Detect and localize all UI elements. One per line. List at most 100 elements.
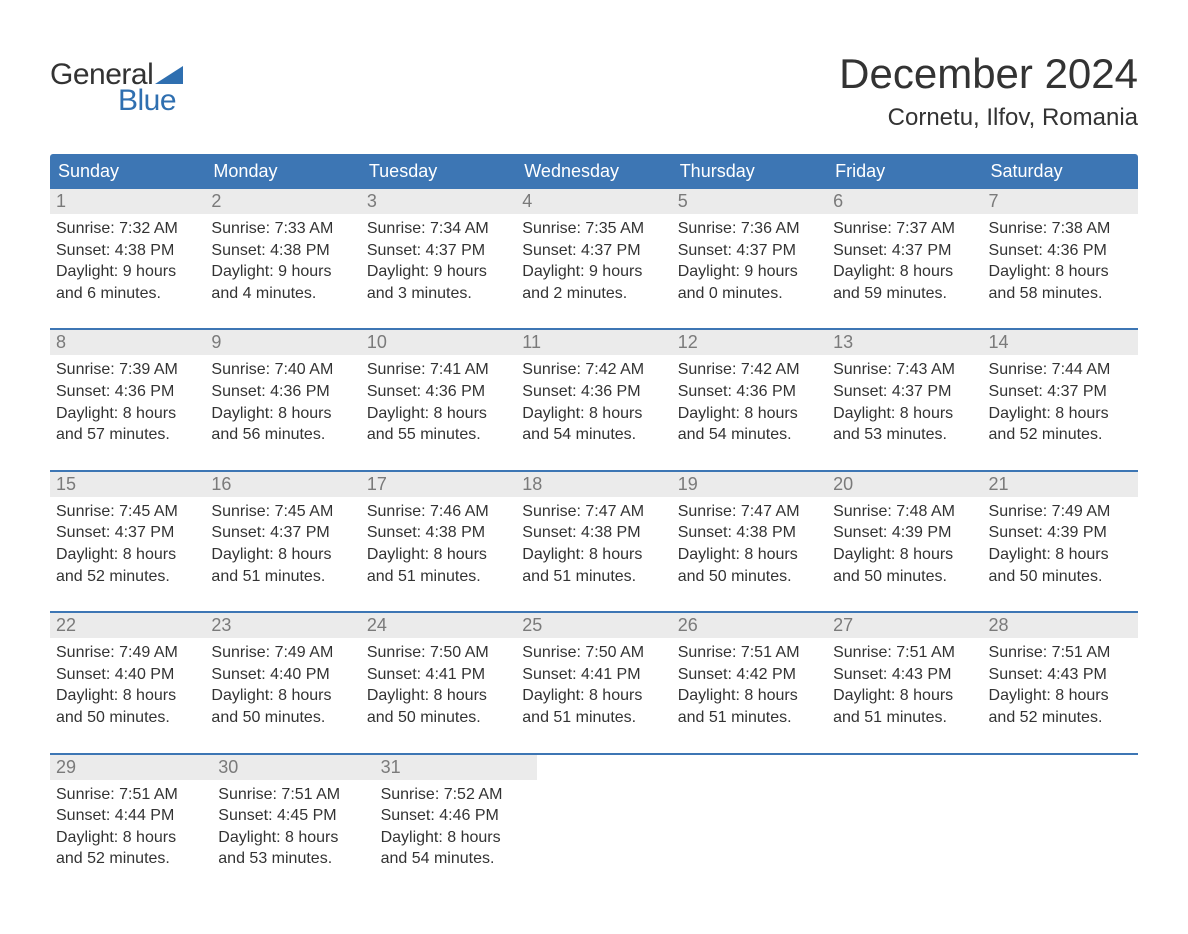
day-number: 26 [678, 615, 698, 635]
calendar-day: 2Sunrise: 7:33 AMSunset: 4:38 PMDaylight… [205, 189, 360, 310]
day-d1: Daylight: 8 hours [56, 403, 199, 425]
day-sunrise: Sunrise: 7:32 AM [56, 218, 199, 240]
day-sunset: Sunset: 4:36 PM [989, 240, 1132, 262]
day-sunset: Sunset: 4:37 PM [678, 240, 821, 262]
day-number-row: 23 [205, 613, 360, 638]
day-number: 29 [56, 757, 76, 777]
day-sunrise: Sunrise: 7:43 AM [833, 359, 976, 381]
day-d1: Daylight: 8 hours [522, 544, 665, 566]
day-sunrise: Sunrise: 7:51 AM [833, 642, 976, 664]
day-d2: and 50 minutes. [56, 707, 199, 729]
day-d2: and 51 minutes. [522, 707, 665, 729]
day-d2: and 54 minutes. [522, 424, 665, 446]
day-d2: and 59 minutes. [833, 283, 976, 305]
day-sunrise: Sunrise: 7:51 AM [989, 642, 1132, 664]
day-d2: and 51 minutes. [678, 707, 821, 729]
day-number: 4 [522, 191, 532, 211]
calendar-day: 20Sunrise: 7:48 AMSunset: 4:39 PMDayligh… [827, 472, 982, 593]
day-sunrise: Sunrise: 7:33 AM [211, 218, 354, 240]
calendar-day: 16Sunrise: 7:45 AMSunset: 4:37 PMDayligh… [205, 472, 360, 593]
day-number: 2 [211, 191, 221, 211]
day-number-row: 2 [205, 189, 360, 214]
day-sunset: Sunset: 4:38 PM [367, 522, 510, 544]
day-sunset: Sunset: 4:37 PM [989, 381, 1132, 403]
day-sunset: Sunset: 4:39 PM [989, 522, 1132, 544]
day-d1: Daylight: 9 hours [56, 261, 199, 283]
calendar-day: 25Sunrise: 7:50 AMSunset: 4:41 PMDayligh… [516, 613, 671, 734]
day-sunrise: Sunrise: 7:42 AM [678, 359, 821, 381]
day-d2: and 52 minutes. [56, 566, 199, 588]
day-sunset: Sunset: 4:42 PM [678, 664, 821, 686]
day-d1: Daylight: 8 hours [218, 827, 368, 849]
day-number-row: 1 [50, 189, 205, 214]
day-sunrise: Sunrise: 7:46 AM [367, 501, 510, 523]
day-sunrise: Sunrise: 7:48 AM [833, 501, 976, 523]
day-number-row: 19 [672, 472, 827, 497]
location-label: Cornetu, Ilfov, Romania [839, 104, 1138, 132]
day-sunrise: Sunrise: 7:41 AM [367, 359, 510, 381]
day-number: 6 [833, 191, 843, 211]
calendar-day: 27Sunrise: 7:51 AMSunset: 4:43 PMDayligh… [827, 613, 982, 734]
day-d2: and 57 minutes. [56, 424, 199, 446]
day-d2: and 0 minutes. [678, 283, 821, 305]
day-number-row: 30 [212, 755, 374, 780]
day-number-row: 20 [827, 472, 982, 497]
day-number: 5 [678, 191, 688, 211]
weekday-header: Wednesday [516, 154, 671, 189]
day-number: 16 [211, 474, 231, 494]
day-d1: Daylight: 8 hours [522, 403, 665, 425]
day-number-row: 7 [983, 189, 1138, 214]
day-sunset: Sunset: 4:44 PM [56, 805, 206, 827]
calendar-page: General Blue December 2024 Cornetu, Ilfo… [0, 0, 1188, 934]
day-d2: and 54 minutes. [678, 424, 821, 446]
day-number-row: 4 [516, 189, 671, 214]
day-sunrise: Sunrise: 7:49 AM [989, 501, 1132, 523]
day-number-row: 15 [50, 472, 205, 497]
day-number: 8 [56, 332, 66, 352]
day-number: 3 [367, 191, 377, 211]
day-sunrise: Sunrise: 7:38 AM [989, 218, 1132, 240]
day-d1: Daylight: 8 hours [522, 685, 665, 707]
day-number: 27 [833, 615, 853, 635]
day-sunrise: Sunrise: 7:51 AM [56, 784, 206, 806]
day-d1: Daylight: 8 hours [678, 685, 821, 707]
day-number: 30 [218, 757, 238, 777]
weekday-header: Monday [205, 154, 360, 189]
header: General Blue December 2024 Cornetu, Ilfo… [50, 40, 1138, 136]
day-number-row: 8 [50, 330, 205, 355]
calendar-day: 12Sunrise: 7:42 AMSunset: 4:36 PMDayligh… [672, 330, 827, 451]
day-number: 17 [367, 474, 387, 494]
day-number: 28 [989, 615, 1009, 635]
day-number-row: 16 [205, 472, 360, 497]
day-d2: and 50 minutes. [367, 707, 510, 729]
day-number-row: 5 [672, 189, 827, 214]
day-d2: and 52 minutes. [989, 707, 1132, 729]
day-sunrise: Sunrise: 7:44 AM [989, 359, 1132, 381]
day-number-row: 29 [50, 755, 212, 780]
day-sunrise: Sunrise: 7:42 AM [522, 359, 665, 381]
title-block: December 2024 Cornetu, Ilfov, Romania [839, 40, 1138, 136]
week-row: 29Sunrise: 7:51 AMSunset: 4:44 PMDayligh… [50, 753, 1138, 876]
month-title: December 2024 [839, 50, 1138, 98]
day-number: 23 [211, 615, 231, 635]
weekday-header: Saturday [983, 154, 1138, 189]
empty-day [687, 755, 837, 876]
day-sunset: Sunset: 4:38 PM [678, 522, 821, 544]
weekday-header: Friday [827, 154, 982, 189]
day-sunset: Sunset: 4:41 PM [522, 664, 665, 686]
day-sunrise: Sunrise: 7:50 AM [367, 642, 510, 664]
day-number-row: 9 [205, 330, 360, 355]
day-d1: Daylight: 8 hours [211, 403, 354, 425]
day-d2: and 52 minutes. [56, 848, 206, 870]
weekday-header: Sunday [50, 154, 205, 189]
weekday-header: Tuesday [361, 154, 516, 189]
day-number: 7 [989, 191, 999, 211]
calendar-day: 8Sunrise: 7:39 AMSunset: 4:36 PMDaylight… [50, 330, 205, 451]
day-number-row: 10 [361, 330, 516, 355]
calendar-day: 22Sunrise: 7:49 AMSunset: 4:40 PMDayligh… [50, 613, 205, 734]
day-number: 10 [367, 332, 387, 352]
day-d1: Daylight: 9 hours [211, 261, 354, 283]
day-number-row: 17 [361, 472, 516, 497]
day-d1: Daylight: 8 hours [56, 827, 206, 849]
day-d1: Daylight: 8 hours [989, 261, 1132, 283]
